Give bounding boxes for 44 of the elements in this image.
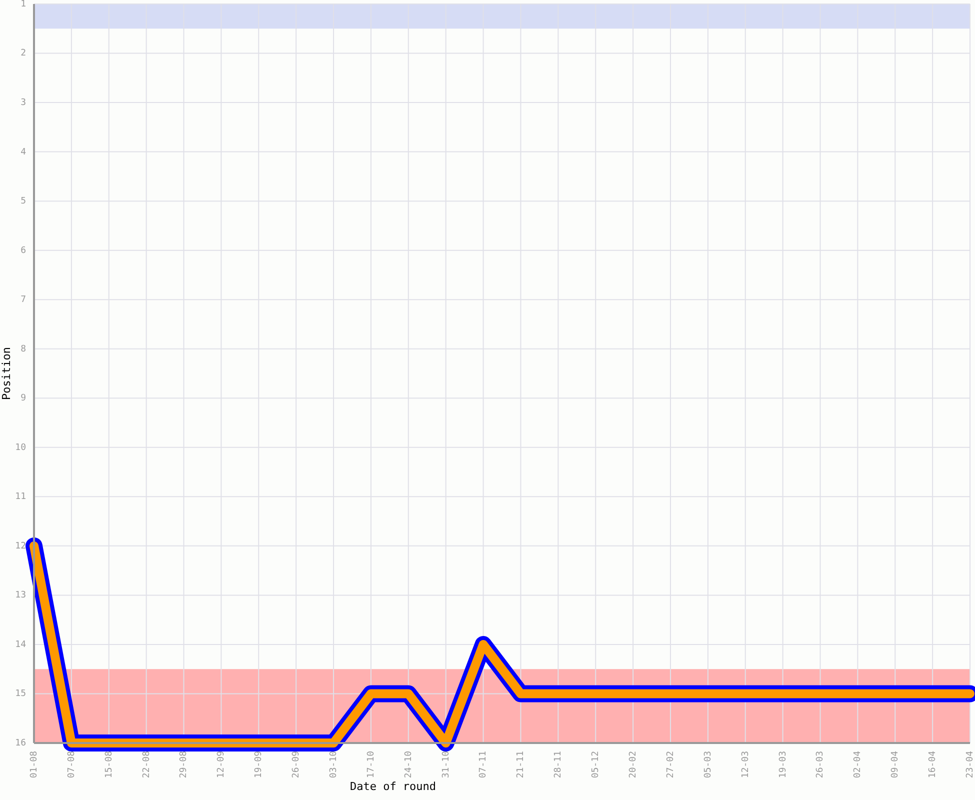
x-tick-label: 15-08 <box>104 751 114 778</box>
x-tick-label: 27-02 <box>666 751 676 778</box>
x-tick-label: 05-12 <box>591 751 602 778</box>
x-tick-label: 16-04 <box>928 751 938 778</box>
x-tick-label: 17-10 <box>366 751 376 778</box>
y-tick-label: 16 <box>15 738 26 748</box>
y-tick-label: 5 <box>20 196 26 207</box>
x-tick-label: 20-02 <box>628 751 639 778</box>
x-tick-label: 24-10 <box>404 751 414 778</box>
x-tick-label: 26-03 <box>816 751 826 778</box>
x-tick-label: 12-09 <box>216 751 227 778</box>
y-tick-label: 11 <box>15 492 26 502</box>
x-tick-label: 29-08 <box>179 751 190 778</box>
y-tick-label: 6 <box>20 246 26 256</box>
y-tick-label: 1 <box>20 0 26 10</box>
x-tick-label: 23-04 <box>965 751 975 778</box>
x-tick-label: 22-08 <box>142 751 152 778</box>
x-tick-label: 09-04 <box>890 751 901 778</box>
x-tick-label: 05-03 <box>703 751 714 778</box>
y-tick-label: 7 <box>20 295 26 306</box>
x-tick-label: 19-09 <box>254 751 264 778</box>
y-tick-label: 13 <box>15 590 26 601</box>
x-tick-label: 03-10 <box>328 751 339 778</box>
x-tick-label: 07-08 <box>66 751 77 778</box>
x-tick-label: 31-10 <box>441 751 452 778</box>
x-tick-label: 12-03 <box>740 751 751 778</box>
y-tick-label: 15 <box>15 689 26 700</box>
y-tick-label: 9 <box>20 394 26 404</box>
y-tick-label: 4 <box>20 147 26 158</box>
y-tick-label: 10 <box>15 442 26 453</box>
y-axis-title: Position <box>0 347 13 400</box>
x-tick-label: 07-11 <box>478 751 489 778</box>
x-tick-label: 02-04 <box>853 751 864 778</box>
y-tick-label: 3 <box>20 98 26 108</box>
y-tick-label: 14 <box>15 640 26 650</box>
x-tick-label: 01-08 <box>29 751 40 778</box>
x-tick-label: 26-09 <box>292 751 302 778</box>
x-tick-label: 21-11 <box>516 751 526 778</box>
x-axis-title: Date of round <box>350 780 436 793</box>
x-tick-label: 28-11 <box>554 751 564 778</box>
x-tick-label: 19-03 <box>778 751 788 778</box>
y-tick-label: 2 <box>20 48 26 59</box>
y-tick-label: 12 <box>15 541 26 552</box>
y-tick-label: 8 <box>20 344 26 354</box>
